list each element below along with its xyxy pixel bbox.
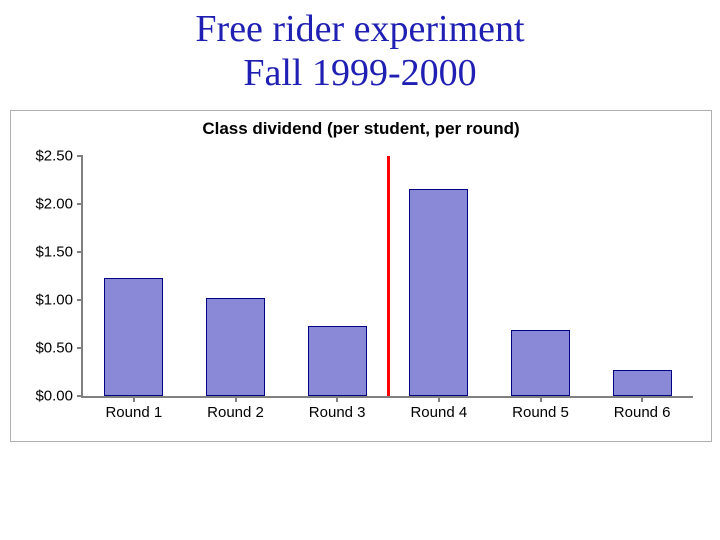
x-axis-label: Round 6 bbox=[614, 404, 671, 421]
x-axis-label: Round 5 bbox=[512, 404, 569, 421]
bar bbox=[104, 278, 163, 396]
y-axis-label: $0.00 bbox=[35, 388, 73, 405]
x-tick bbox=[235, 396, 237, 402]
bar bbox=[511, 330, 570, 396]
bar bbox=[206, 298, 265, 396]
bar bbox=[409, 189, 468, 396]
chart-title: Class dividend (per student, per round) bbox=[11, 119, 711, 139]
y-tick bbox=[77, 395, 83, 397]
y-axis-label: $0.50 bbox=[35, 340, 73, 357]
x-tick bbox=[336, 396, 338, 402]
x-axis-label: Round 2 bbox=[207, 404, 264, 421]
chart-panel: Class dividend (per student, per round) … bbox=[10, 110, 712, 442]
x-tick bbox=[641, 396, 643, 402]
y-axis-label: $2.00 bbox=[35, 196, 73, 213]
x-tick bbox=[540, 396, 542, 402]
x-axis-label: Round 3 bbox=[309, 404, 366, 421]
y-axis-label: $2.50 bbox=[35, 148, 73, 165]
y-tick bbox=[77, 251, 83, 253]
y-axis-label: $1.50 bbox=[35, 244, 73, 261]
y-tick bbox=[77, 155, 83, 157]
slide-title: Free rider experiment Fall 1999-2000 bbox=[0, 0, 720, 95]
y-tick bbox=[77, 299, 83, 301]
divider-line bbox=[387, 156, 390, 396]
title-line-2: Fall 1999-2000 bbox=[243, 52, 476, 94]
y-axis-label: $1.00 bbox=[35, 292, 73, 309]
slide: Free rider experiment Fall 1999-2000 Cla… bbox=[0, 0, 720, 540]
x-axis-label: Round 1 bbox=[105, 404, 162, 421]
x-tick bbox=[438, 396, 440, 402]
x-tick bbox=[133, 396, 135, 402]
plot-area: $0.00$0.50$1.00$1.50$2.00$2.50Round 1Rou… bbox=[81, 156, 693, 398]
bar bbox=[308, 326, 367, 396]
bar bbox=[613, 370, 672, 396]
y-tick bbox=[77, 347, 83, 349]
y-tick bbox=[77, 203, 83, 205]
x-axis-label: Round 4 bbox=[410, 404, 467, 421]
title-line-1: Free rider experiment bbox=[195, 8, 524, 50]
